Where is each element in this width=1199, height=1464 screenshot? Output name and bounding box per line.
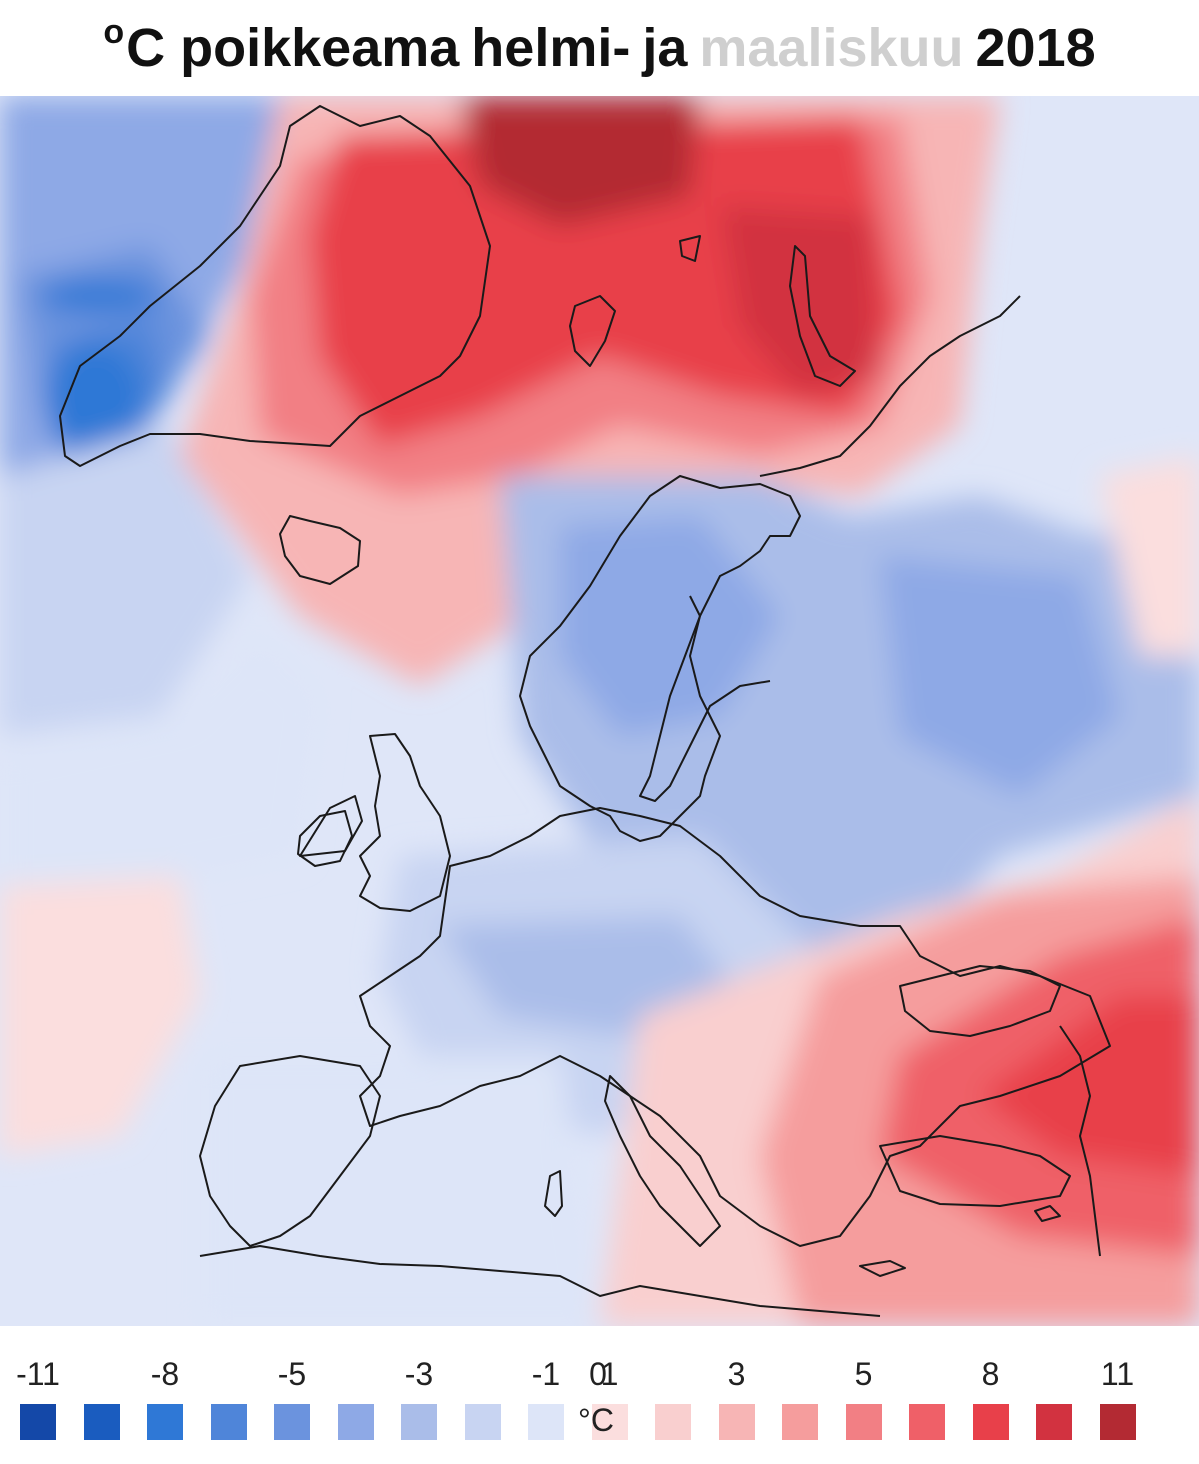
- scandinavia-coast: [519, 475, 801, 842]
- title-prefix: C poikkeama: [126, 18, 460, 78]
- title-month-2: maaliskuu: [699, 18, 964, 78]
- coastlines: [59, 105, 1111, 1317]
- title-year: 2018: [975, 18, 1096, 78]
- color-legend: -11 -8 -5 -3 -1 0 1 3 5 8 11 °C: [0, 1326, 1199, 1464]
- baltic-sea-coast: [639, 595, 771, 802]
- legend-swatch: [909, 1404, 945, 1440]
- legend-swatch: [210, 1404, 247, 1440]
- legend-unit: °C: [578, 1402, 614, 1438]
- legend-label: -8: [150, 1356, 180, 1392]
- british-isles-coast: [359, 733, 451, 912]
- legend-swatch: [147, 1404, 183, 1440]
- crete-coast: [859, 1260, 906, 1277]
- novaya-zemlya-coast: [789, 245, 856, 387]
- legend-swatch: [464, 1404, 501, 1440]
- legend-label: 3: [727, 1356, 746, 1392]
- legend-label: -11: [16, 1356, 60, 1392]
- temperature-anomaly-map: [0, 96, 1199, 1326]
- legend-swatch: [337, 1404, 374, 1440]
- black-sea-coast: [899, 965, 1061, 1037]
- legend-swatch: [528, 1404, 564, 1440]
- legend-swatch: [20, 1404, 56, 1440]
- iberia-coast: [199, 1055, 381, 1247]
- legend-label: 0: [589, 1356, 607, 1392]
- legend-swatch: [83, 1404, 120, 1440]
- ireland-coast: [297, 810, 353, 867]
- italy-coast: [604, 1075, 721, 1247]
- north-africa-coast: [199, 1245, 881, 1317]
- russia-north-coast: [759, 295, 1021, 477]
- legend-swatch: [718, 1404, 755, 1440]
- legend-swatch: [972, 1404, 1009, 1440]
- cyprus-coast: [1034, 1205, 1061, 1222]
- title-conjunction: ja: [642, 18, 688, 78]
- legend-swatch: [1099, 1404, 1136, 1440]
- legend-swatch: [782, 1404, 818, 1440]
- legend-label: 11: [1100, 1356, 1135, 1392]
- corsica-sardinia-coast: [544, 1170, 563, 1217]
- anatolia-coast: [879, 1135, 1071, 1207]
- legend-label: 1: [600, 1356, 619, 1392]
- title-month-1: helmi-: [471, 18, 631, 78]
- legend-swatch: [655, 1404, 691, 1440]
- legend-label: -3: [404, 1356, 434, 1392]
- degree-superscript: o: [103, 12, 125, 51]
- map-svg: [0, 96, 1199, 1326]
- anomaly-field: [0, 96, 1199, 1326]
- legend-label: 5: [854, 1356, 873, 1392]
- franz-josef-coast: [679, 235, 701, 262]
- legend-swatch: [845, 1404, 882, 1440]
- svalbard-coast: [569, 295, 616, 367]
- legend-swatch: [1036, 1404, 1072, 1440]
- legend-label: -5: [277, 1356, 307, 1392]
- legend-swatch: [591, 1404, 628, 1440]
- legend-label: 8: [981, 1356, 1000, 1392]
- legend-swatch: [274, 1404, 310, 1440]
- legend-label: -1: [531, 1356, 561, 1392]
- iceland-coast: [279, 515, 361, 585]
- greenland-coast: [59, 105, 491, 467]
- europe-mainland-coast: [359, 807, 1111, 1247]
- caspian-sea-coast: [1059, 1025, 1101, 1257]
- legend-swatch: [401, 1404, 437, 1440]
